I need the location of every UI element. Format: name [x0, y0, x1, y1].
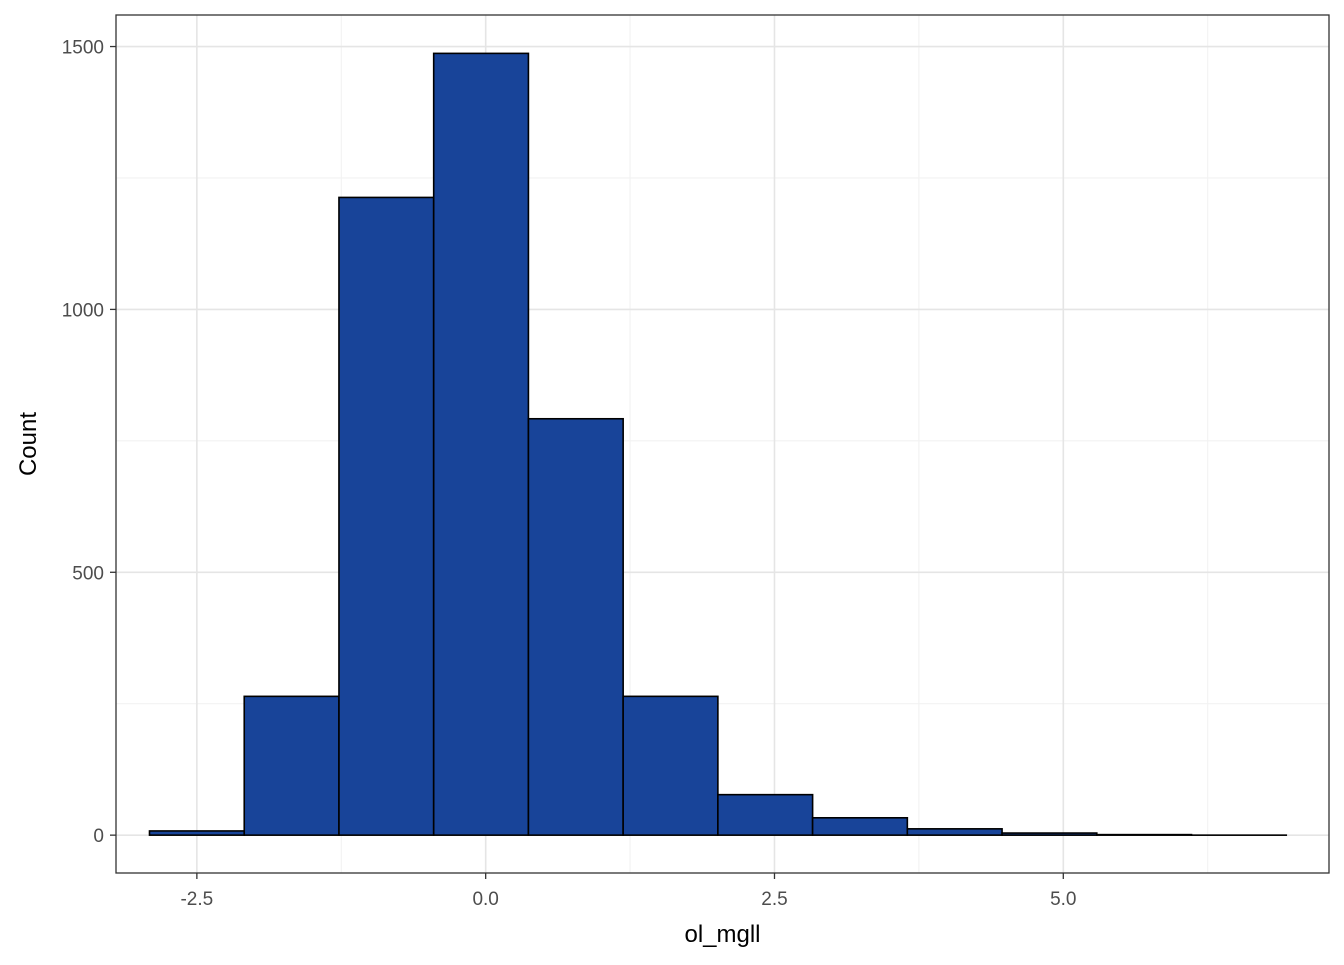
x-tick-label: 5.0 — [1050, 889, 1076, 910]
histogram-bar-4 — [434, 53, 529, 835]
histogram-bar-7 — [718, 795, 813, 835]
histogram-bar-11 — [1097, 835, 1192, 836]
y-tick-label: 500 — [72, 563, 104, 584]
histogram-bar-10 — [1002, 833, 1097, 835]
histogram-bar-1 — [150, 831, 245, 835]
histogram-bar-9 — [907, 829, 1002, 835]
bars-layer — [150, 53, 1287, 835]
x-tick-label: -2.5 — [180, 889, 213, 910]
histogram-bar-5 — [528, 419, 623, 835]
y-tick-label: 0 — [93, 826, 104, 847]
histogram-bar-8 — [813, 818, 908, 835]
x-tick-label: 0.0 — [472, 889, 498, 910]
y-axis-title: Count — [15, 412, 42, 476]
histogram-bar-3 — [339, 197, 434, 835]
y-tick-label: 1500 — [62, 38, 104, 59]
x-axis-title: ol_mgll — [684, 921, 760, 948]
x-tick-label: 2.5 — [761, 889, 787, 910]
y-tick-label: 1000 — [62, 300, 104, 321]
histogram-bar-6 — [623, 696, 718, 835]
histogram-bar-2 — [244, 696, 339, 835]
